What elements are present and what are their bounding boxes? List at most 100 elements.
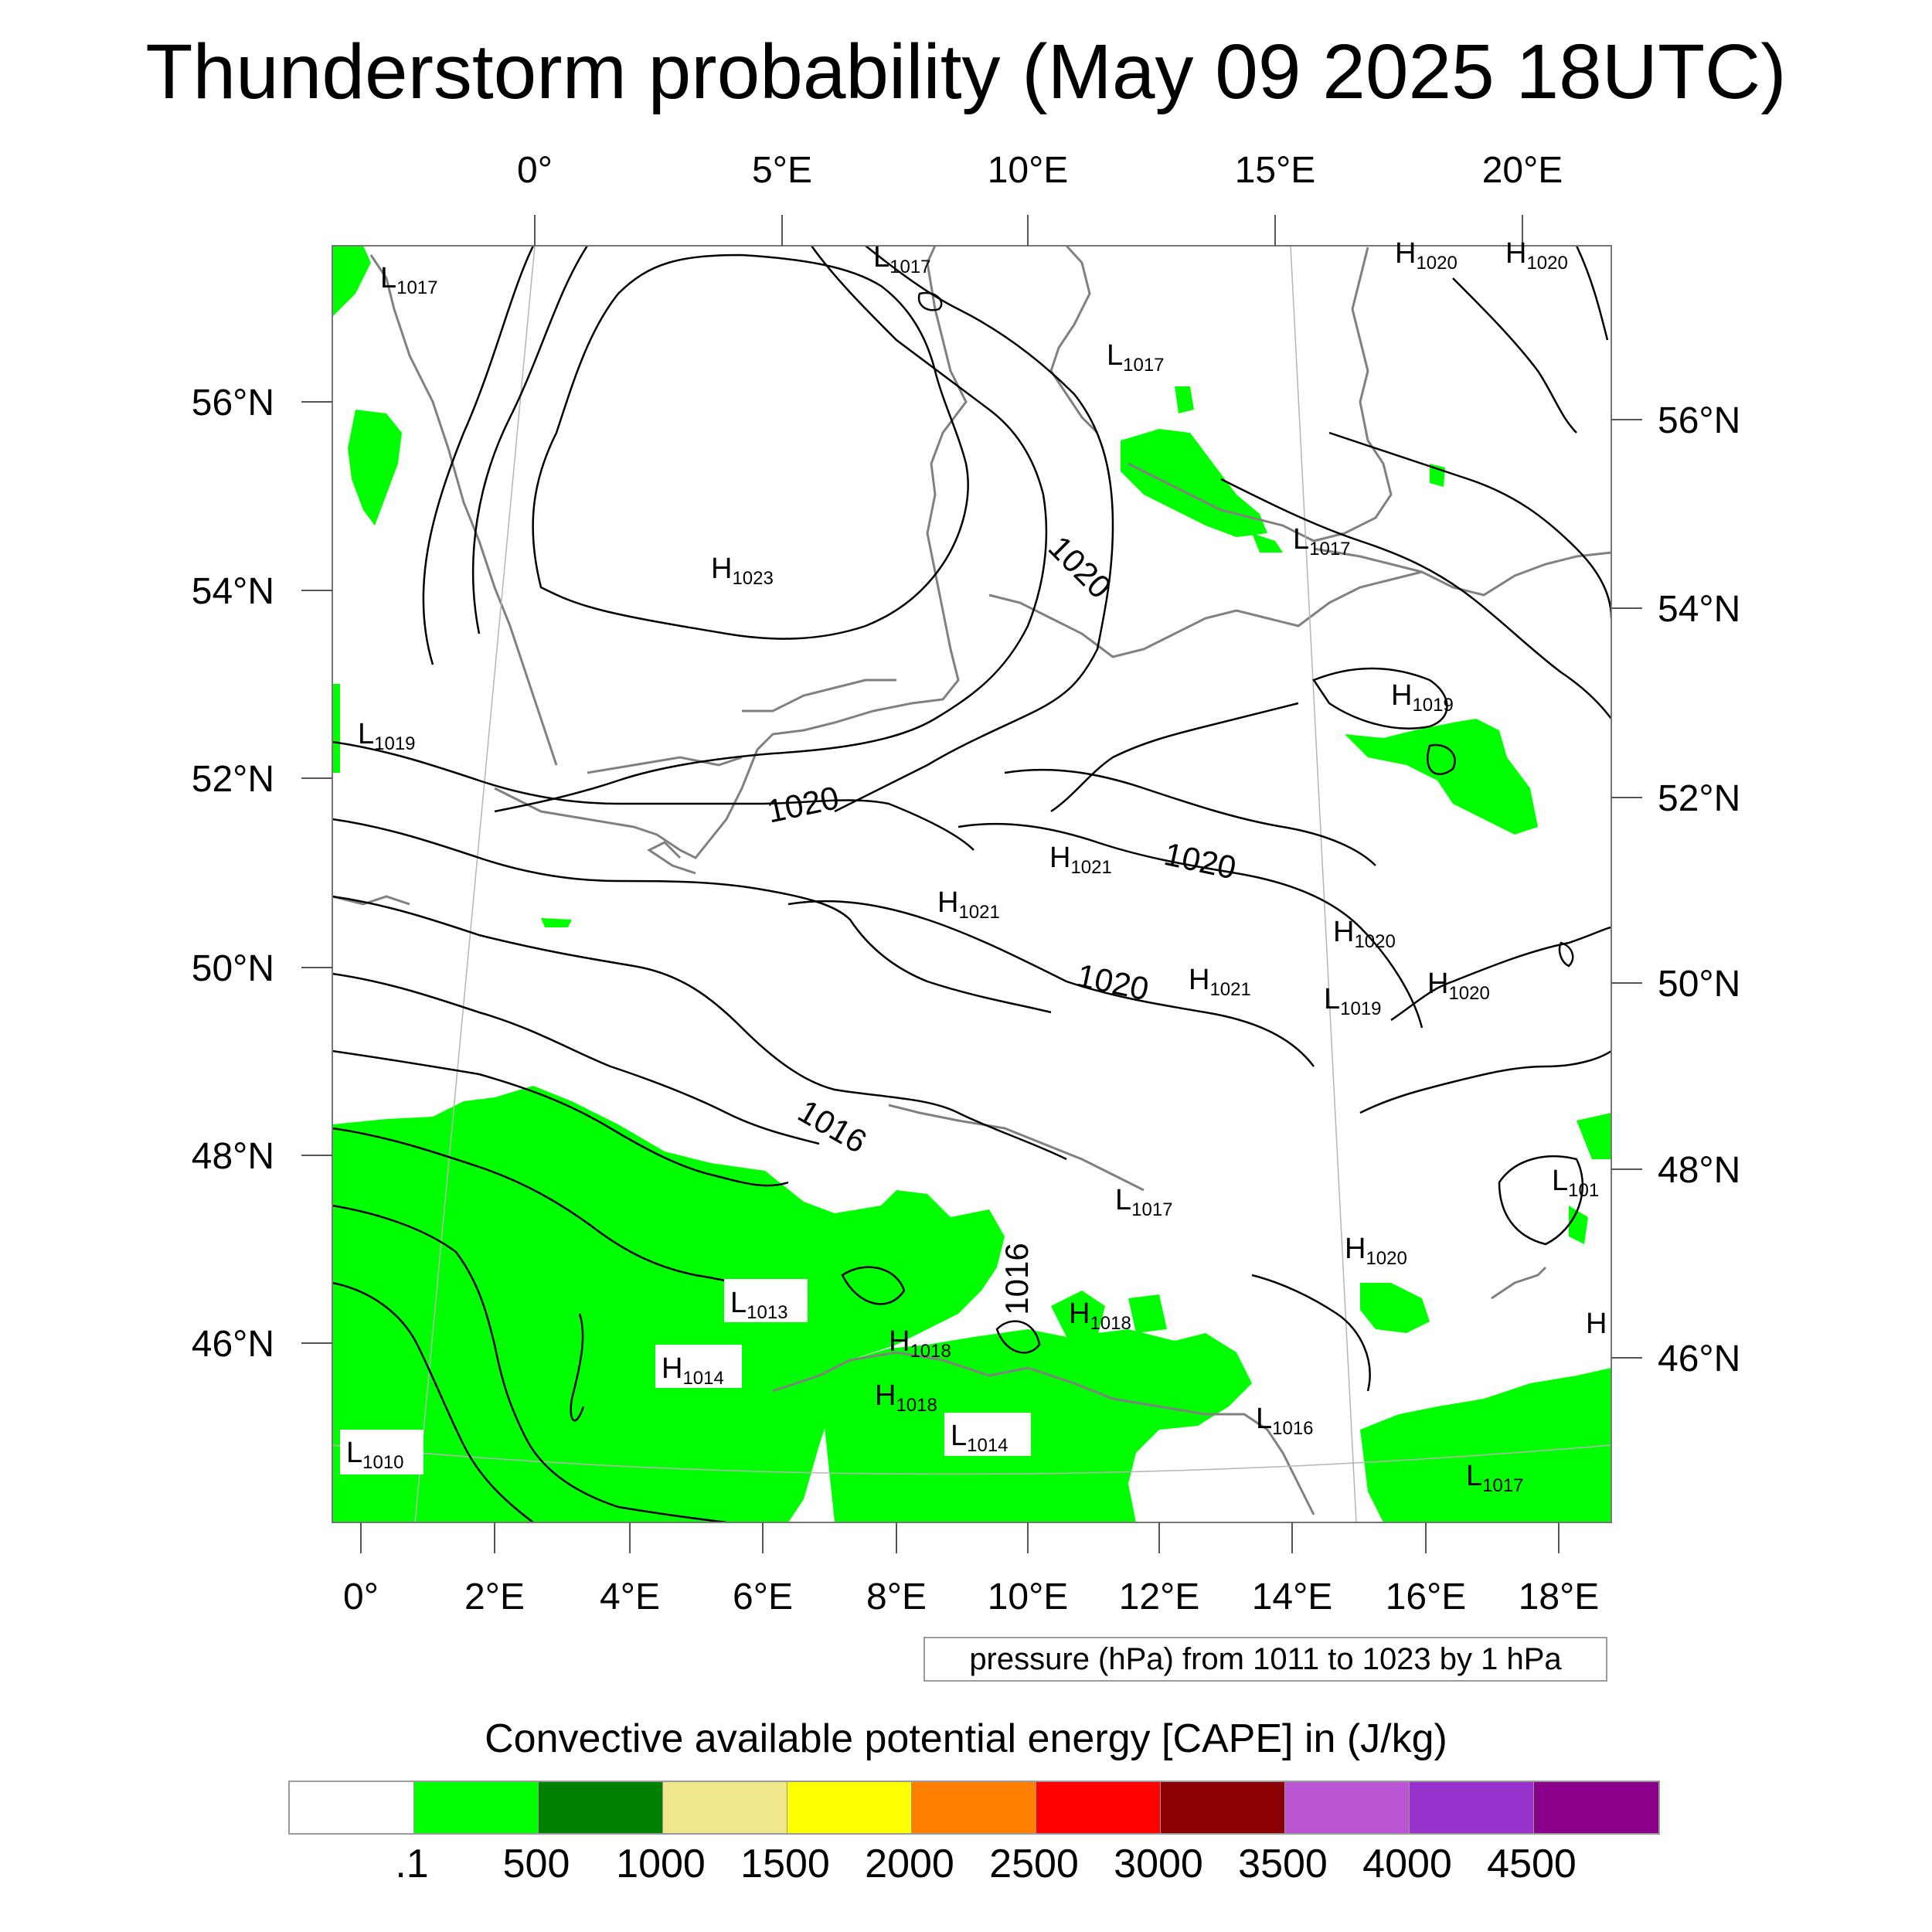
top-lon-label: 20°E: [1482, 150, 1563, 191]
bottom-lon-label: 10°E: [988, 1577, 1069, 1617]
colorbar-tick-label: 1000: [616, 1842, 706, 1886]
colorbar-tick-label: 2000: [865, 1842, 954, 1886]
left-lat-label: 56°N: [192, 383, 274, 423]
pressure-center: H1019: [1391, 679, 1454, 716]
colorbar-swatch: [1410, 1782, 1534, 1833]
colorbar-swatch: [414, 1782, 539, 1833]
pressure-center: L1013: [730, 1287, 788, 1323]
graticule: [332, 246, 1611, 1522]
pressure-center: H1020: [1345, 1233, 1407, 1269]
colorbar-tick-label: 4500: [1487, 1842, 1577, 1886]
right-lat-label: 56°N: [1658, 400, 1740, 441]
bottom-lon-label: 0°: [343, 1577, 379, 1617]
colorbar-swatch: [787, 1782, 912, 1833]
top-lon-label: 10°E: [988, 150, 1069, 191]
label-background: [340, 1430, 423, 1475]
right-lat-label: 46°N: [1658, 1338, 1740, 1379]
colorbar-swatch: [663, 1782, 787, 1833]
right-lat-label: 50°N: [1658, 964, 1740, 1005]
colorbar-swatch: [1161, 1782, 1285, 1833]
colorbar-tick-label: 500: [502, 1842, 570, 1886]
map-area: [332, 246, 1611, 1522]
pressure-center: L1017: [1466, 1460, 1524, 1496]
pressure-center: L1017: [1293, 523, 1351, 560]
colorbar-swatch: [539, 1782, 663, 1833]
label-background: [655, 1345, 742, 1388]
map-title: Thunderstorm probability (May 09 2025 18…: [145, 29, 1787, 115]
isobar-label: 1016: [792, 1093, 872, 1160]
colorbar-tick-label: 1500: [740, 1842, 830, 1886]
left-lat-label: 48°N: [192, 1136, 274, 1177]
bottom-lon-label: 16°E: [1386, 1577, 1467, 1617]
pressure-center: H1021: [1049, 842, 1112, 878]
isobar-label: 1020: [1073, 957, 1151, 1007]
pressure-center: L1019: [358, 718, 416, 754]
isobar-label: 1016: [998, 1243, 1035, 1315]
contour-info-box: pressure (hPa) from 1011 to 1023 by 1 hP…: [923, 1637, 1607, 1682]
map-frame: [332, 245, 1612, 1523]
label-background: [944, 1413, 1031, 1456]
pressure-center: H: [1586, 1308, 1607, 1340]
top-axis-labels: 0° 5°E 10°E 15°E 20°E: [517, 150, 1563, 191]
isobar-labels: 1020 1020 1020 1020 1016 1016: [764, 529, 1239, 1315]
pressure-center: L1017: [873, 241, 931, 277]
right-lat-label: 54°N: [1658, 589, 1740, 630]
isobar-label: 1020: [1161, 835, 1239, 886]
bottom-lon-label: 18°E: [1519, 1577, 1600, 1617]
pressure-center: L1014: [951, 1420, 1009, 1456]
right-lat-label: 48°N: [1658, 1150, 1740, 1191]
pressure-center: H1018: [1069, 1298, 1131, 1334]
colorbar-title: Convective available potential energy [C…: [485, 1716, 1447, 1761]
bottom-lon-label: 6°E: [733, 1577, 793, 1617]
pressure-center: L101: [1552, 1165, 1599, 1201]
colorbar-tick-label: 3500: [1238, 1842, 1328, 1886]
pressure-center: L1019: [1324, 983, 1382, 1019]
pressure-center: H1021: [1189, 964, 1251, 1000]
bottom-lon-label: 4°E: [600, 1577, 660, 1617]
left-lat-label: 54°N: [192, 571, 274, 612]
colorbar-tick-label: 4000: [1362, 1842, 1452, 1886]
isobar-label: 1020: [764, 779, 842, 829]
pressure-center: H1020: [1505, 237, 1568, 274]
cape-shading: [332, 246, 1611, 1522]
bottom-lon-label: 12°E: [1119, 1577, 1200, 1617]
pressure-center: H1020: [1333, 916, 1396, 952]
colorbar-swatch: [1534, 1782, 1658, 1833]
left-lat-label: 52°N: [192, 759, 274, 800]
colorbar-tick-label: 2500: [989, 1842, 1079, 1886]
top-lon-label: 15°E: [1235, 150, 1316, 191]
pressure-center: H1014: [662, 1352, 724, 1389]
top-lon-label: 5°E: [752, 150, 812, 191]
label-background: [724, 1279, 808, 1322]
colorbar-swatch: [290, 1782, 414, 1833]
pressure-center: L1016: [1256, 1403, 1314, 1439]
bottom-lon-label: 2°E: [464, 1577, 525, 1617]
left-lat-label: 50°N: [192, 948, 274, 989]
tick-marks: [301, 215, 1642, 1553]
colorbar: [288, 1781, 1660, 1835]
pressure-centers: L1017 L1017 H1020 H1020 L1017 H1023 L101…: [340, 237, 1607, 1496]
left-lat-label: 46°N: [192, 1324, 274, 1365]
right-lat-label: 52°N: [1658, 778, 1740, 819]
bottom-lon-label: 14°E: [1252, 1577, 1333, 1617]
pressure-center: L1010: [346, 1437, 404, 1473]
right-axis-labels: 56°N 54°N 52°N 50°N 48°N 46°N: [1658, 400, 1740, 1379]
pressure-center: L1017: [1107, 339, 1165, 376]
colorbar-tick-label: 3000: [1114, 1842, 1203, 1886]
colorbar-swatch: [912, 1782, 1036, 1833]
pressure-center: H1018: [875, 1379, 937, 1416]
pressure-center: H1020: [1427, 968, 1490, 1004]
bottom-lon-label: 8°E: [866, 1577, 927, 1617]
isobars: [332, 246, 1611, 1522]
pressure-center: H1020: [1395, 237, 1458, 274]
bottom-axis-labels: 0° 2°E 4°E 6°E 8°E 10°E 12°E 14°E 16°E 1…: [343, 1577, 1599, 1617]
colorbar-swatch: [1036, 1782, 1161, 1833]
left-axis-labels: 56°N 54°N 52°N 50°N 48°N 46°N: [192, 383, 274, 1365]
pressure-center: H1021: [937, 886, 1000, 923]
pressure-center: L1017: [1115, 1184, 1173, 1220]
pressure-center: H1023: [711, 553, 774, 589]
top-lon-label: 0°: [517, 150, 553, 191]
colorbar-swatch: [1285, 1782, 1410, 1833]
pressure-center: L1017: [380, 262, 438, 298]
